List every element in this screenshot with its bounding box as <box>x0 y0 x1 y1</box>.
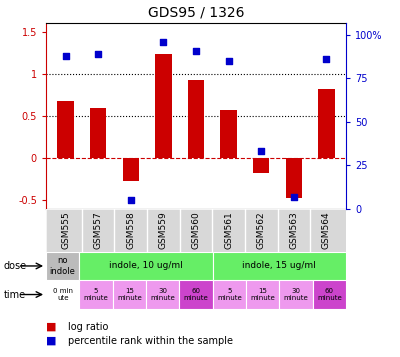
Text: indole, 15 ug/ml: indole, 15 ug/ml <box>242 261 316 271</box>
Point <box>160 39 166 45</box>
Text: 15
minute: 15 minute <box>117 288 142 301</box>
Text: GSM564: GSM564 <box>322 211 331 249</box>
Text: indole, 10 ug/ml: indole, 10 ug/ml <box>109 261 183 271</box>
Bar <box>58 101 74 158</box>
Point <box>258 149 264 154</box>
Text: 60
minute: 60 minute <box>317 288 342 301</box>
Bar <box>286 158 302 198</box>
Text: percentile rank within the sample: percentile rank within the sample <box>68 336 233 346</box>
Bar <box>123 158 139 181</box>
Text: 30
minute: 30 minute <box>284 288 308 301</box>
Point <box>226 58 232 64</box>
Text: GSM561: GSM561 <box>224 211 233 249</box>
Point <box>62 53 69 59</box>
Point <box>95 51 101 57</box>
Bar <box>318 89 334 158</box>
Bar <box>246 280 279 309</box>
Bar <box>46 252 79 280</box>
Bar <box>79 280 113 309</box>
Text: 60
minute: 60 minute <box>184 288 208 301</box>
Point <box>128 197 134 203</box>
Text: GSM557: GSM557 <box>94 211 103 249</box>
Text: dose: dose <box>4 261 27 271</box>
Point <box>291 194 297 200</box>
Text: 5
minute: 5 minute <box>217 288 242 301</box>
Bar <box>213 280 246 309</box>
Text: no
indole: no indole <box>50 256 76 276</box>
Bar <box>113 280 146 309</box>
Text: ■: ■ <box>46 336 56 346</box>
Text: GDS95 / 1326: GDS95 / 1326 <box>148 5 244 20</box>
Text: 30
minute: 30 minute <box>150 288 175 301</box>
Bar <box>188 80 204 158</box>
Text: GSM562: GSM562 <box>257 211 266 249</box>
Text: GSM560: GSM560 <box>192 211 200 249</box>
Bar <box>279 280 313 309</box>
Text: log ratio: log ratio <box>68 322 108 332</box>
Bar <box>46 280 79 309</box>
Text: ■: ■ <box>46 322 56 332</box>
Bar <box>79 252 213 280</box>
Bar <box>313 280 346 309</box>
Bar <box>90 109 106 158</box>
Bar <box>146 280 179 309</box>
Text: 5
minute: 5 minute <box>84 288 108 301</box>
Point <box>193 48 199 54</box>
Bar <box>253 158 269 174</box>
Text: GSM559: GSM559 <box>159 211 168 249</box>
Bar <box>179 280 213 309</box>
Text: GSM558: GSM558 <box>126 211 135 249</box>
Text: GSM555: GSM555 <box>61 211 70 249</box>
Text: 15
minute: 15 minute <box>250 288 275 301</box>
Text: 0 min
ute: 0 min ute <box>53 288 73 301</box>
Bar <box>155 54 172 158</box>
Point <box>323 56 330 62</box>
Bar <box>220 110 237 158</box>
Text: time: time <box>4 290 26 300</box>
Text: GSM563: GSM563 <box>289 211 298 249</box>
Bar <box>213 252 346 280</box>
